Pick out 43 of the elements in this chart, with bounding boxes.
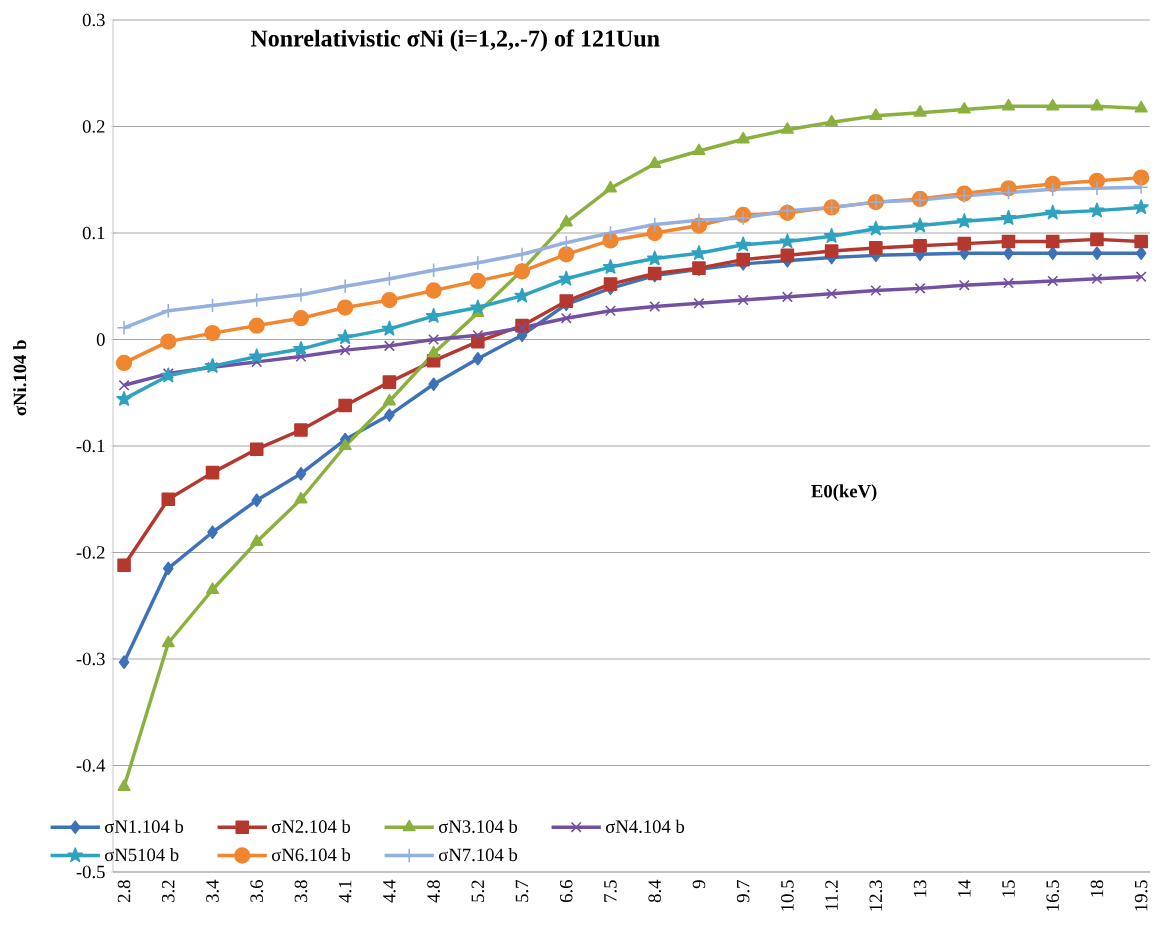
x-tick-label: 7.5 bbox=[604, 880, 617, 902]
x-tick-label: 10.5 bbox=[781, 880, 794, 911]
y-tick-label: 0 bbox=[96, 333, 105, 346]
x-tick-label: 8.4 bbox=[648, 879, 662, 903]
x-tick-label: 13 bbox=[913, 880, 927, 897]
y-tick-label: 0.2 bbox=[82, 120, 105, 133]
x-tick-label: 3.4 bbox=[206, 879, 219, 902]
legend-label: σN7.104 b bbox=[438, 848, 518, 862]
legend-label: σN2.104 b bbox=[271, 819, 351, 833]
x-tick-label: 4.1 bbox=[338, 880, 352, 903]
x-tick-label: 4.8 bbox=[427, 880, 440, 903]
chart-title: Nonrelativistic σNi (i=1,2,.-7) of 121Uun bbox=[250, 29, 660, 52]
y-axis-title: σNi.104 b bbox=[13, 340, 27, 416]
x-tick-label: 3.2 bbox=[161, 880, 175, 902]
x-tick-label: 6.6 bbox=[559, 880, 573, 903]
legend-label: σN3.104 b bbox=[438, 819, 518, 833]
legend-label: σN4.104 b bbox=[605, 819, 685, 833]
legend-label: σN1.104 b bbox=[105, 819, 184, 833]
x-axis-title: E0(keV) bbox=[811, 484, 877, 502]
x-tick-label: 5.2 bbox=[471, 880, 485, 902]
y-tick-label: -0.5 bbox=[76, 865, 105, 879]
x-tick-label: 16.5 bbox=[1046, 880, 1060, 911]
y-tick-label: -0.1 bbox=[76, 439, 105, 453]
legend-label: σN6.104 b bbox=[271, 848, 351, 862]
y-tick-label: -0.4 bbox=[76, 759, 106, 772]
x-tick-label: 3.6 bbox=[250, 880, 264, 902]
x-tick-label: 15 bbox=[1002, 880, 1015, 897]
y-tick-label: -0.3 bbox=[76, 652, 105, 666]
x-tick-label: 4.4 bbox=[383, 879, 396, 903]
x-tick-label: 12.3 bbox=[869, 880, 883, 911]
x-tick-label: 2.8 bbox=[117, 880, 131, 903]
x-tick-label: 18 bbox=[1090, 880, 1104, 897]
x-tick-label: 9 bbox=[692, 880, 706, 889]
x-tick-label: 5.7 bbox=[515, 880, 529, 902]
x-tick-label: 14 bbox=[958, 879, 971, 897]
y-tick-label: -0.2 bbox=[76, 546, 105, 559]
x-tick-label: 11.2 bbox=[825, 880, 838, 910]
x-tick-label: 19.5 bbox=[1134, 880, 1148, 911]
x-tick-label: 9.7 bbox=[736, 880, 750, 903]
x-tick-label: 3.8 bbox=[294, 880, 308, 902]
y-tick-label: 0.1 bbox=[82, 226, 105, 240]
legend-label: σN5104 b bbox=[105, 848, 179, 862]
y-tick-label: 0.3 bbox=[82, 13, 105, 27]
